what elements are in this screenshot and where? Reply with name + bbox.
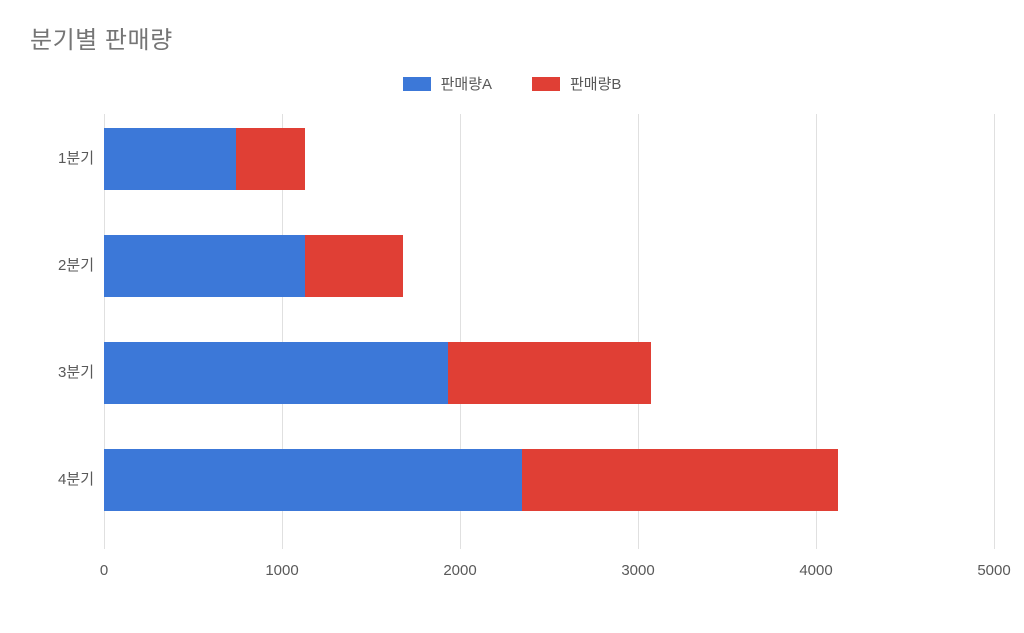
x-axis-label: 3000	[608, 562, 668, 579]
chart-title: 분기별 판매량	[30, 20, 994, 55]
x-axis-label: 0	[74, 562, 134, 579]
legend-item-b: 판매량B	[532, 73, 621, 94]
bar-row	[104, 128, 305, 190]
x-axis-label: 2000	[430, 562, 490, 579]
bar-segment-a	[104, 128, 236, 190]
legend-label-a: 판매량A	[441, 73, 492, 94]
plot-area	[104, 114, 994, 549]
y-axis-label: 4분기	[34, 449, 94, 511]
x-axis-label: 5000	[964, 562, 1024, 579]
bar-segment-b	[305, 235, 403, 297]
bar-segment-b	[236, 128, 304, 190]
legend-swatch-a	[403, 77, 431, 91]
bar-segment-b	[522, 449, 838, 511]
bar-row	[104, 449, 838, 511]
plot-wrap: 1분기 2분기 3분기 4분기 0 1000 2000 3000 400	[34, 114, 994, 579]
bar-segment-a	[104, 342, 448, 404]
bar-row	[104, 342, 651, 404]
x-axis-label: 4000	[786, 562, 846, 579]
legend-label-b: 판매량B	[570, 73, 621, 94]
legend-item-a: 판매량A	[403, 73, 492, 94]
legend: 판매량A 판매량B	[30, 73, 994, 94]
y-axis-label: 3분기	[34, 342, 94, 404]
legend-swatch-b	[532, 77, 560, 91]
bar-segment-b	[448, 342, 651, 404]
bar-segment-a	[104, 449, 522, 511]
bar-row	[104, 235, 403, 297]
y-axis-label: 2분기	[34, 235, 94, 297]
gridline	[994, 114, 995, 549]
y-axis-label: 1분기	[34, 128, 94, 190]
bar-segment-a	[104, 235, 305, 297]
x-axis-label: 1000	[252, 562, 312, 579]
